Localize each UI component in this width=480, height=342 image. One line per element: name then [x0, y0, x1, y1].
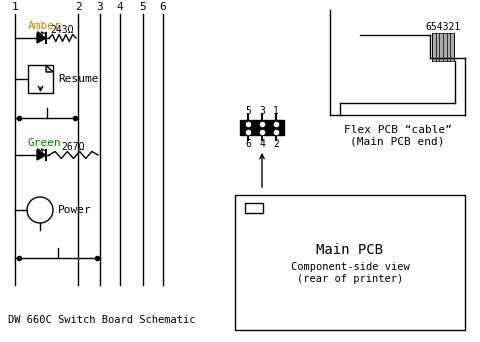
- Polygon shape: [37, 33, 46, 43]
- Text: 1: 1: [273, 106, 279, 116]
- Text: Flex PCB “cable”: Flex PCB “cable”: [344, 125, 452, 135]
- Bar: [432, 33, 454, 61]
- Text: 5: 5: [245, 106, 251, 116]
- Text: 243Ω: 243Ω: [51, 25, 74, 35]
- Text: (Main PCB end): (Main PCB end): [350, 137, 445, 147]
- Text: Green: Green: [28, 138, 62, 148]
- Text: 6: 6: [245, 139, 251, 149]
- Bar: [28, 65, 53, 93]
- Bar: [240, 120, 284, 135]
- Text: 2: 2: [273, 139, 279, 149]
- Bar: [235, 195, 465, 330]
- Bar: [245, 203, 263, 213]
- Text: Resume: Resume: [58, 74, 98, 84]
- Text: Amber: Amber: [28, 21, 62, 31]
- Text: (rear of printer): (rear of printer): [297, 275, 403, 285]
- Text: 654321: 654321: [425, 22, 461, 32]
- Text: 3: 3: [259, 106, 265, 116]
- Text: 1: 1: [12, 2, 18, 12]
- Text: Power: Power: [58, 205, 92, 215]
- Text: Main PCB: Main PCB: [316, 244, 384, 258]
- Text: 4: 4: [117, 2, 123, 12]
- Text: DW 660C Switch Board Schematic: DW 660C Switch Board Schematic: [8, 315, 195, 325]
- Text: 6: 6: [160, 2, 167, 12]
- Text: 3: 3: [96, 2, 103, 12]
- Polygon shape: [46, 65, 53, 72]
- Text: 4: 4: [259, 139, 265, 149]
- Text: 267Ω: 267Ω: [62, 142, 85, 152]
- Polygon shape: [37, 150, 46, 160]
- Text: Component-side view: Component-side view: [290, 263, 409, 273]
- Text: 5: 5: [140, 2, 146, 12]
- Text: 2: 2: [74, 2, 82, 12]
